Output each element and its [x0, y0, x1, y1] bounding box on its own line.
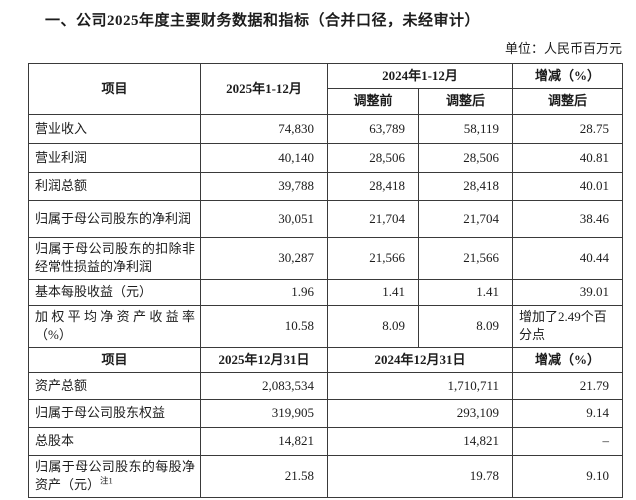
subheader-before: 调整前: [327, 88, 419, 115]
col-header-change-2: 增减（%）: [512, 346, 623, 373]
value-2025-cell: 14,821: [200, 426, 328, 456]
value-after-cell: 28,418: [418, 172, 513, 201]
value-2024-cell: 293,109: [327, 398, 513, 428]
col-header-change: 增减（%）: [512, 63, 623, 89]
table-row: 营业利润 40,140 28,506 28,506 40.81: [28, 143, 623, 173]
value-2025-cell: 30,287: [200, 237, 328, 280]
value-2025-cell: 40,140: [200, 143, 328, 173]
value-2024-cell: 19.78: [327, 454, 513, 498]
table1-header-row-1: 项目 2025年1-12月 2024年1-12月 增减（%）: [28, 63, 623, 115]
table-row: 归属于母公司股东的扣除非经常性损益的净利润 30,287 21,566 21,5…: [28, 237, 623, 280]
value-before-cell: 21,566: [327, 237, 419, 280]
change-cell: –: [512, 426, 623, 456]
table1-header-row-2: 调整前 调整后 调整后: [29, 88, 623, 115]
table-row: 基本每股收益（元） 1.96 1.41 1.41 39.01: [28, 278, 623, 306]
col-header-date-2024: 2024年12月31日: [327, 346, 513, 373]
value-2025-cell: 39,788: [200, 172, 328, 201]
table-row: 总股本 14,821 14,821 –: [28, 426, 623, 456]
value-after-cell: 21,704: [418, 200, 513, 238]
row-label-cell: 归属于母公司股东的每股净资产（元）注1: [28, 454, 201, 498]
footnote-marker: 注1: [100, 475, 113, 486]
change-cell: 38.46: [512, 200, 623, 238]
value-before-cell: 21,704: [327, 200, 419, 238]
change-cell: 40.44: [512, 237, 623, 280]
value-after-cell: 28,506: [418, 143, 513, 173]
row-label-cell: 归属于母公司股东的扣除非经常性损益的净利润: [28, 237, 201, 280]
row-label-cell: 利润总额: [28, 172, 201, 201]
value-before-cell: 28,418: [327, 172, 419, 201]
value-2024-cell: 14,821: [327, 426, 513, 456]
col-header-item-2: 项目: [28, 346, 201, 373]
value-before-cell: 8.09: [327, 304, 419, 348]
change-cell: 增加了2.49个百分点: [512, 304, 623, 348]
change-cell: 28.75: [512, 114, 623, 144]
value-2025-cell: 319,905: [200, 398, 328, 428]
value-2025-cell: 30,051: [200, 200, 328, 238]
value-before-cell: 28,506: [327, 143, 419, 173]
page-title: 一、公司2025年度主要财务数据和指标（合并口径，未经审计）: [45, 13, 481, 29]
subheader-after: 调整后: [418, 88, 513, 115]
value-before-cell: 1.41: [327, 278, 419, 306]
change-cell: 39.01: [512, 278, 623, 306]
value-2025-cell: 10.58: [200, 304, 328, 348]
value-after-cell: 21,566: [418, 237, 513, 280]
table-row: 归属于母公司股东权益 319,905 293,109 9.14: [28, 398, 623, 428]
value-after-cell: 1.41: [418, 278, 513, 306]
row-label-cell: 归属于母公司股东的净利润: [28, 200, 201, 238]
value-2025-cell: 21.58: [200, 454, 328, 498]
table-row: 利润总额 39,788 28,418 28,418 40.01: [28, 172, 623, 201]
row-label-cell: 总股本: [28, 426, 201, 456]
value-2025-cell: 2,083,534: [200, 371, 328, 400]
col-header-period-2024: 2024年1-12月: [327, 63, 513, 89]
table-row: 归属于母公司股东的净利润 30,051 21,704 21,704 38.46: [28, 200, 623, 238]
table-row: 归属于母公司股东的每股净资产（元）注1 21.58 19.78 9.10: [28, 454, 623, 498]
row-label-cell: 营业收入: [28, 114, 201, 144]
change-cell: 40.81: [512, 143, 623, 173]
table-row: 资产总额 2,083,534 1,710,711 21.79: [28, 371, 623, 400]
value-after-cell: 8.09: [418, 304, 513, 348]
financial-data-table: 项目 2025年1-12月 2024年1-12月 增减（%） 调整前 调整后 调…: [28, 63, 623, 498]
change-cell: 40.01: [512, 172, 623, 201]
table2-header-row: 项目 2025年12月31日 2024年12月31日 增减（%）: [28, 346, 623, 373]
row-label-cell: 归属于母公司股东权益: [28, 398, 201, 428]
col-header-date-2025: 2025年12月31日: [200, 346, 328, 373]
subheader-change-after: 调整后: [512, 88, 623, 115]
value-before-cell: 63,789: [327, 114, 419, 144]
row-label-text: 归属于母公司股东的每股净资产（元）: [35, 458, 195, 493]
col-header-period-2025: 2025年1-12月: [200, 63, 328, 115]
row-label-cell: 营业利润: [28, 143, 201, 173]
change-cell: 9.14: [512, 398, 623, 428]
value-2025-cell: 74,830: [200, 114, 328, 144]
row-label-cell: 基本每股收益（元）: [28, 278, 201, 306]
value-2024-cell: 1,710,711: [327, 371, 513, 400]
table-row: 加权平均净资产收益率（%） 10.58 8.09 8.09 增加了2.49个百分…: [28, 304, 623, 348]
change-cell: 9.10: [512, 454, 623, 498]
value-2025-cell: 1.96: [200, 278, 328, 306]
change-cell: 21.79: [512, 371, 623, 400]
col-header-item: 项目: [28, 63, 201, 115]
table-row: 营业收入 74,830 63,789 58,119 28.75: [28, 114, 623, 144]
value-after-cell: 58,119: [418, 114, 513, 144]
row-label-cell: 加权平均净资产收益率（%）: [28, 304, 201, 348]
row-label-cell: 资产总额: [28, 371, 201, 400]
unit-note: 单位：人民币百万元: [504, 41, 622, 56]
